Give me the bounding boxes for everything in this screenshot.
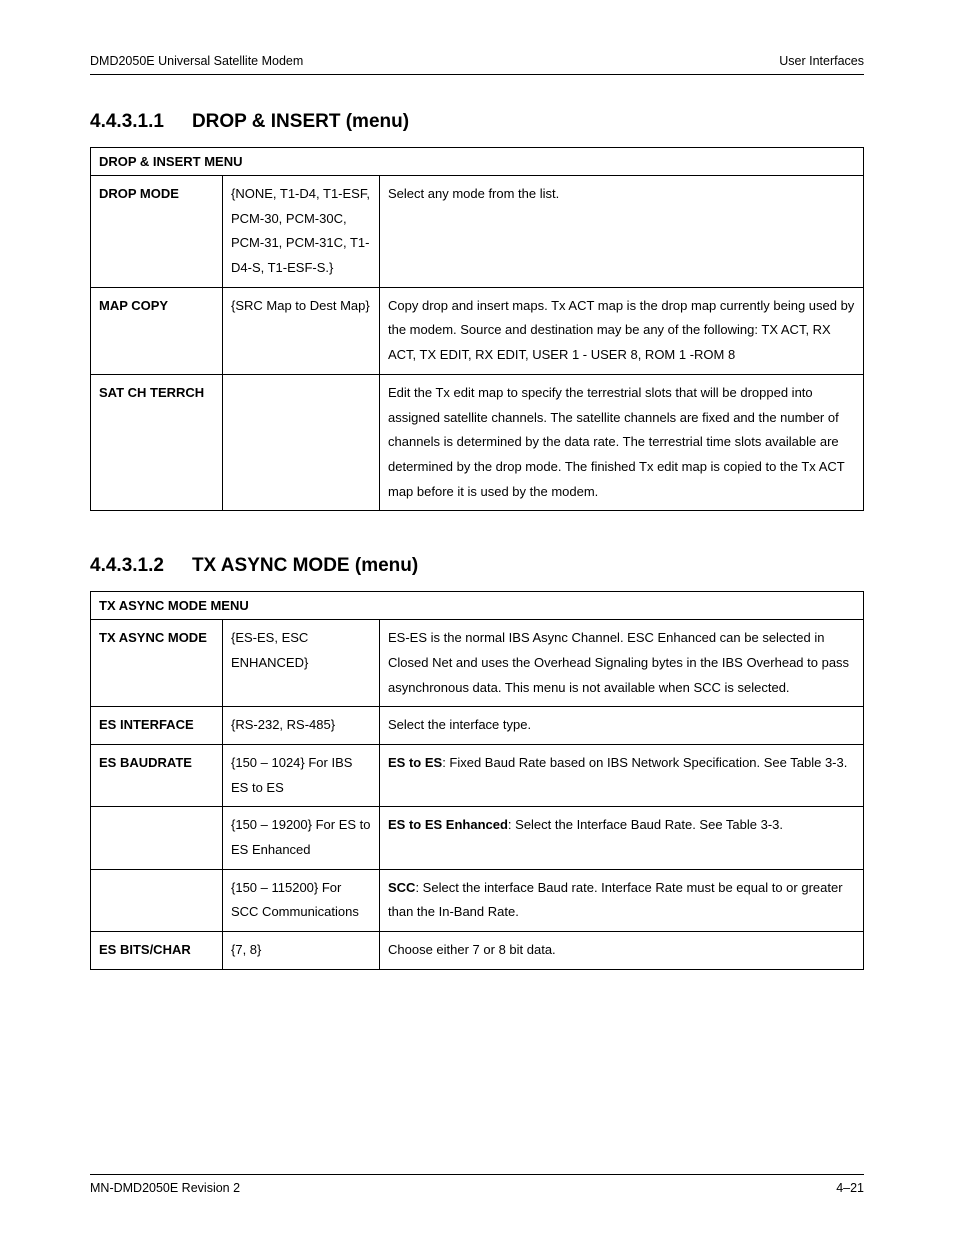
param-desc: Select any mode from the list.: [380, 176, 864, 288]
param-options: {7, 8}: [223, 932, 380, 970]
section2-title: TX ASYNC MODE (menu): [192, 555, 418, 576]
param-options: {150 – 19200} For ES to ES Enhanced: [223, 807, 380, 869]
param-name: ES BITS/CHAR: [91, 932, 223, 970]
table-row: DROP MODE {NONE, T1-D4, T1-ESF, PCM-30, …: [91, 176, 864, 288]
param-options: {RS-232, RS-485}: [223, 707, 380, 745]
bottom-rule: [90, 1174, 864, 1175]
drop-insert-table: DROP & INSERT MENU DROP MODE {NONE, T1-D…: [90, 147, 864, 511]
param-options: {NONE, T1-D4, T1-ESF, PCM-30, PCM-30C, P…: [223, 176, 380, 288]
desc-rest: : Select the Interface Baud Rate. See Ta…: [508, 817, 783, 832]
desc-rest: : Fixed Baud Rate based on IBS Network S…: [442, 755, 847, 770]
param-options: {150 – 115200} For SCC Communications: [223, 869, 380, 931]
top-rule: [90, 74, 864, 75]
param-desc: ES to ES Enhanced: Select the Interface …: [380, 807, 864, 869]
section1-heading: 4.4.3.1.1 DROP & INSERT (menu): [90, 111, 864, 133]
param-options: [223, 374, 380, 510]
page-footer: MN-DMD2050E Revision 2 4–21: [90, 1174, 864, 1195]
param-desc: Edit the Tx edit map to specify the terr…: [380, 374, 864, 510]
section1-number: 4.4.3.1.1: [90, 111, 164, 133]
section1-title: DROP & INSERT (menu): [192, 111, 409, 132]
param-name: ES BAUDRATE: [91, 745, 223, 807]
table-row: MAP COPY {SRC Map to Dest Map} Copy drop…: [91, 287, 864, 374]
param-desc: Select the interface type.: [380, 707, 864, 745]
param-options: {ES-ES, ESC ENHANCED}: [223, 620, 380, 707]
table-title-row: DROP & INSERT MENU: [91, 148, 864, 176]
table-row: ES BAUDRATE {150 – 1024} For IBS ES to E…: [91, 745, 864, 807]
param-desc: Choose either 7 or 8 bit data.: [380, 932, 864, 970]
param-name: [91, 869, 223, 931]
desc-bold: ES to ES: [388, 755, 442, 770]
table-row: ES INTERFACE {RS-232, RS-485} Select the…: [91, 707, 864, 745]
section2-number: 4.4.3.1.2: [90, 555, 164, 577]
table-row: SAT CH TERRCH Edit the Tx edit map to sp…: [91, 374, 864, 510]
footer-left: MN-DMD2050E Revision 2: [90, 1181, 240, 1195]
table-title-cell: TX ASYNC MODE MENU: [91, 592, 864, 620]
tx-async-table: TX ASYNC MODE MENU TX ASYNC MODE {ES-ES,…: [90, 591, 864, 970]
table-row: {150 – 19200} For ES to ES Enhanced ES t…: [91, 807, 864, 869]
table-row: TX ASYNC MODE {ES-ES, ESC ENHANCED} ES-E…: [91, 620, 864, 707]
param-desc: ES-ES is the normal IBS Async Channel. E…: [380, 620, 864, 707]
param-name: [91, 807, 223, 869]
table-title-row: TX ASYNC MODE MENU: [91, 592, 864, 620]
param-name: TX ASYNC MODE: [91, 620, 223, 707]
section2-heading: 4.4.3.1.2 TX ASYNC MODE (menu): [90, 555, 864, 577]
param-name: DROP MODE: [91, 176, 223, 288]
param-desc: ES to ES: Fixed Baud Rate based on IBS N…: [380, 745, 864, 807]
param-name: SAT CH TERRCH: [91, 374, 223, 510]
param-name: MAP COPY: [91, 287, 223, 374]
param-name: ES INTERFACE: [91, 707, 223, 745]
header-left: DMD2050E Universal Satellite Modem: [90, 54, 303, 68]
param-options: {150 – 1024} For IBS ES to ES: [223, 745, 380, 807]
desc-bold: ES to ES Enhanced: [388, 817, 508, 832]
param-options: {SRC Map to Dest Map}: [223, 287, 380, 374]
desc-rest: : Select the interface Baud rate. Interf…: [388, 880, 843, 920]
table-row: {150 – 115200} For SCC Communications SC…: [91, 869, 864, 931]
footer-right: 4–21: [836, 1181, 864, 1195]
param-desc: SCC: Select the interface Baud rate. Int…: [380, 869, 864, 931]
table-row: ES BITS/CHAR {7, 8} Choose either 7 or 8…: [91, 932, 864, 970]
desc-bold: SCC: [388, 880, 415, 895]
param-desc: Copy drop and insert maps. Tx ACT map is…: [380, 287, 864, 374]
table-title-cell: DROP & INSERT MENU: [91, 148, 864, 176]
header-right: User Interfaces: [779, 54, 864, 68]
